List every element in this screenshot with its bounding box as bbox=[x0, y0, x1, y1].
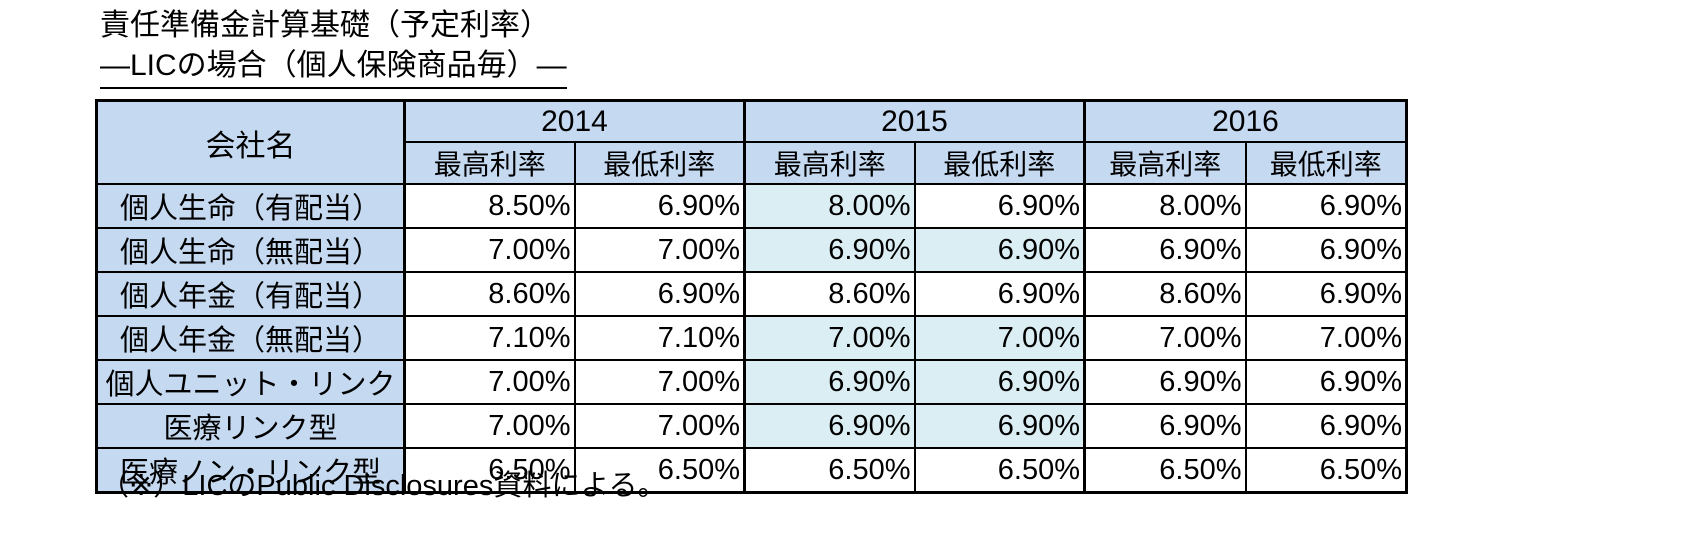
rate-cell: 6.90% bbox=[743, 403, 916, 449]
rate-cell: 6.90% bbox=[1244, 403, 1408, 449]
rate-cell: 6.50% bbox=[573, 447, 746, 494]
page-title: 責任準備金計算基礎（予定利率） bbox=[100, 9, 550, 42]
rate-cell: 7.00% bbox=[1083, 315, 1247, 361]
max-rate-header-2014: 最高利率 bbox=[403, 141, 576, 185]
rate-cell: 6.90% bbox=[913, 403, 1086, 449]
rate-cell: 6.90% bbox=[913, 359, 1086, 405]
subheader-row: 最高利率 最低利率 最高利率 最低利率 最高利率 最低利率 bbox=[97, 141, 1408, 185]
rate-cell: 6.90% bbox=[1244, 359, 1408, 405]
max-rate-header-2015: 最高利率 bbox=[743, 141, 916, 185]
table-row: 個人年金（無配当） 7.10% 7.10% 7.00% 7.00% 7.00% 7.00% bbox=[95, 315, 1408, 361]
rate-cell: 6.90% bbox=[1244, 271, 1408, 317]
rate-cell: 6.90% bbox=[1244, 227, 1408, 273]
min-rate-header-2015: 最低利率 bbox=[913, 141, 1086, 185]
table-body: 個人生命（有配当） 8.50% 6.90% 8.00% 6.90% 8.00% 6.90% 個… bbox=[95, 183, 1408, 494]
rate-cell: 7.00% bbox=[1244, 315, 1408, 361]
rate-cell: 7.00% bbox=[743, 315, 916, 361]
product-label: 医療リンク型 bbox=[95, 403, 406, 449]
company-name-header: 会社名 bbox=[95, 99, 406, 185]
product-label: 個人生命（有配当） bbox=[95, 183, 406, 229]
rate-cell: 8.00% bbox=[1083, 183, 1247, 229]
year-header-2016: 2016 bbox=[1083, 99, 1408, 143]
rate-cell: 8.50% bbox=[403, 183, 576, 229]
footnote: （※）LICのPublic Disclosures資料による。 bbox=[100, 470, 667, 502]
rate-cell: 6.50% bbox=[1244, 447, 1408, 494]
max-rate-header-2016: 最高利率 bbox=[1083, 141, 1247, 185]
rate-cell: 7.00% bbox=[403, 227, 576, 273]
table-row: 医療ノン・リンク型 6.50% 6.50% 6.50% 6.50% 6.50% 6.50% bbox=[95, 447, 1408, 494]
rate-cell: 7.10% bbox=[573, 315, 746, 361]
table-row: 個人生命（無配当） 7.00% 7.00% 6.90% 6.90% 6.90% 6.90% bbox=[95, 227, 1408, 273]
table-row: 医療リンク型 7.00% 7.00% 6.90% 6.90% 6.90% 6.90% bbox=[95, 403, 1408, 449]
rate-cell: 6.50% bbox=[403, 447, 576, 494]
year-header-row: 会社名 2014 2015 2016 bbox=[95, 99, 1408, 185]
rate-cell: 7.00% bbox=[403, 403, 576, 449]
year-header-2014: 2014 bbox=[403, 99, 746, 143]
rate-cell: 8.60% bbox=[743, 271, 916, 317]
rate-cell: 7.00% bbox=[913, 315, 1086, 361]
rate-cell: 6.90% bbox=[743, 359, 916, 405]
min-rate-header-2016: 最低利率 bbox=[1244, 141, 1408, 185]
rate-cell: 8.00% bbox=[743, 183, 916, 229]
rate-cell: 6.90% bbox=[1083, 359, 1247, 405]
table-row: 個人年金（有配当） 8.60% 6.90% 8.60% 6.90% 8.60% 6.90% bbox=[95, 271, 1408, 317]
rate-cell: 6.90% bbox=[573, 271, 746, 317]
rate-cell: 8.60% bbox=[403, 271, 576, 317]
rate-cell: 7.10% bbox=[403, 315, 576, 361]
rate-cell: 6.90% bbox=[1083, 403, 1247, 449]
title-block: 責任準備金計算基礎（予定利率） —LICの場合（個人保険商品毎）— bbox=[100, 6, 567, 89]
rate-cell: 6.90% bbox=[1244, 183, 1408, 229]
table-row: 個人生命（有配当） 8.50% 6.90% 8.00% 6.90% 8.00% 6.90% bbox=[95, 183, 1408, 229]
rate-cell: 6.90% bbox=[1083, 227, 1247, 273]
rate-cell: 7.00% bbox=[573, 403, 746, 449]
min-rate-header-2014: 最低利率 bbox=[573, 141, 746, 185]
rate-cell: 6.90% bbox=[573, 183, 746, 229]
product-label: 個人年金（無配当） bbox=[95, 315, 406, 361]
rate-cell: 7.00% bbox=[573, 227, 746, 273]
rate-cell: 7.00% bbox=[573, 359, 746, 405]
rate-cell: 6.50% bbox=[743, 447, 916, 494]
rate-cell: 6.90% bbox=[913, 227, 1086, 273]
rate-cell: 6.90% bbox=[743, 227, 916, 273]
year-header-2015: 2015 bbox=[743, 99, 1086, 143]
rate-cell: 6.50% bbox=[1083, 447, 1247, 494]
table-row: 個人ユニット・リンク 7.00% 7.00% 6.90% 6.90% 6.90% 6.90% bbox=[95, 359, 1408, 405]
rate-cell: 6.90% bbox=[913, 271, 1086, 317]
product-label: 個人生命（無配当） bbox=[95, 227, 406, 273]
product-label: 医療ノン・リンク型 bbox=[95, 447, 406, 494]
product-label: 個人ユニット・リンク bbox=[95, 359, 406, 405]
product-label: 個人年金（有配当） bbox=[95, 271, 406, 317]
rate-cell: 6.90% bbox=[913, 183, 1086, 229]
reserve-rate-table: 会社名 2014 2015 2016 最高利率 最低利率 最高利率 最低利率 最高利率 最低利… bbox=[95, 99, 1408, 494]
rate-cell: 7.00% bbox=[403, 359, 576, 405]
rate-cell: 8.60% bbox=[1083, 271, 1247, 317]
rate-cell: 6.50% bbox=[913, 447, 1086, 494]
page-subtitle: —LICの場合（個人保険商品毎）— bbox=[100, 46, 567, 89]
